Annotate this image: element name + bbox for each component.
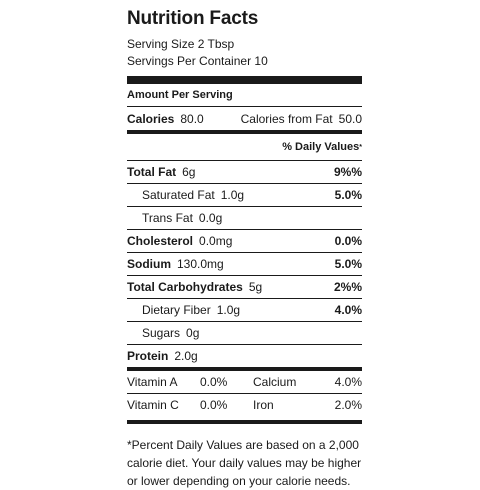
nutrient-label: Total Fat xyxy=(127,165,177,179)
daily-value-header-label: % Daily Values xyxy=(282,141,360,153)
nutrient-row-cholesterol: Cholesterol 0.0mg 0.0% xyxy=(127,229,362,252)
mineral-value: 2.0% xyxy=(334,398,362,412)
nutrient-amount: 1.0g xyxy=(216,303,241,317)
nutrient-row-sodium: Sodium 130.0mg 5.0% xyxy=(127,252,362,275)
nutrient-amount: 2.0g xyxy=(174,349,198,363)
nutrient-row-trans-fat: Trans Fat 0.0g xyxy=(127,206,362,229)
nutrient-label: Cholesterol xyxy=(127,234,194,248)
mineral-value: 4.0% xyxy=(334,375,362,389)
amount-per-serving: Amount Per Serving xyxy=(127,84,362,106)
nutrient-row-protein: Protein 2.0g xyxy=(127,344,362,367)
thick-divider xyxy=(127,76,362,84)
nutrient-label: Protein xyxy=(127,349,169,363)
nutrient-dv: 0.0% xyxy=(334,234,362,248)
vitamin-value: 0.0% xyxy=(200,375,228,389)
vitamin-row-2: Vitamin C 0.0% Iron 2.0% xyxy=(127,393,362,416)
calories-label: Calories xyxy=(127,111,175,126)
vitamin-value: 0.0% xyxy=(200,398,228,412)
medium-divider xyxy=(127,130,362,134)
nutrient-amount: 0g xyxy=(186,326,200,340)
nutrient-label: Saturated Fat xyxy=(142,188,215,202)
medium-divider xyxy=(127,367,362,371)
nutrient-label: Sodium xyxy=(127,257,171,271)
daily-value-marker: * xyxy=(359,143,362,151)
nutrient-dv: 9%% xyxy=(333,165,362,179)
nutrient-amount: 5g xyxy=(248,280,263,294)
nutrition-facts-label: Nutrition Facts Serving Size 2 Tbsp Serv… xyxy=(127,2,362,490)
calories-row: Calories 80.0 Calories from Fat 50.0 xyxy=(127,106,362,130)
nutrient-dv: 4.0% xyxy=(334,303,362,317)
nutrient-amount: 1.0g xyxy=(220,188,245,202)
nutrient-label: Trans Fat xyxy=(142,211,193,225)
nutrient-amount: 6g xyxy=(182,165,196,179)
nutrient-row-saturated-fat: Saturated Fat 1.0g 5.0% xyxy=(127,183,362,206)
vitamin-name: Vitamin C xyxy=(127,398,179,412)
nutrient-dv: 5.0% xyxy=(334,257,362,271)
nutrient-dv: 2%% xyxy=(333,280,362,294)
vitamin-name: Vitamin A xyxy=(127,375,178,389)
nutrient-row-sugars: Sugars 0g xyxy=(127,321,362,344)
nutrient-label: Total Carbohydrates xyxy=(127,280,243,294)
nutrient-label: Sugars xyxy=(142,326,181,340)
nutrient-label: Dietary Fiber xyxy=(142,303,211,317)
nutrient-row-total-fat: Total Fat 6g 9%% xyxy=(127,160,362,183)
amount-per-serving-label: Amount Per Serving xyxy=(127,89,233,101)
servings-per-container: Servings Per Container 10 xyxy=(127,54,268,68)
calories-value: 80.0 xyxy=(180,111,204,126)
nutrient-dv: 5.0% xyxy=(334,188,362,202)
calories-from-fat-value: 50.0 xyxy=(338,111,362,126)
vitamin-row-1: Vitamin A 0.0% Calcium 4.0% xyxy=(127,371,362,393)
mineral-name: Iron xyxy=(253,398,274,412)
nutrient-amount: 0.0mg xyxy=(199,234,233,248)
nutrient-amount: 130.0mg xyxy=(177,257,224,271)
daily-value-header: % Daily Values * xyxy=(127,134,362,160)
nutrient-amount: 0.0g xyxy=(198,211,223,225)
calories-from-fat-label: Calories from Fat xyxy=(240,111,333,126)
nutrient-row-total-carbohydrates: Total Carbohydrates 5g 2%% xyxy=(127,275,362,298)
label-title: Nutrition Facts xyxy=(127,8,259,29)
mineral-name: Calcium xyxy=(253,375,297,389)
nutrient-row-dietary-fiber: Dietary Fiber 1.0g 4.0% xyxy=(127,298,362,321)
serving-size: Serving Size 2 Tbsp xyxy=(127,37,235,51)
